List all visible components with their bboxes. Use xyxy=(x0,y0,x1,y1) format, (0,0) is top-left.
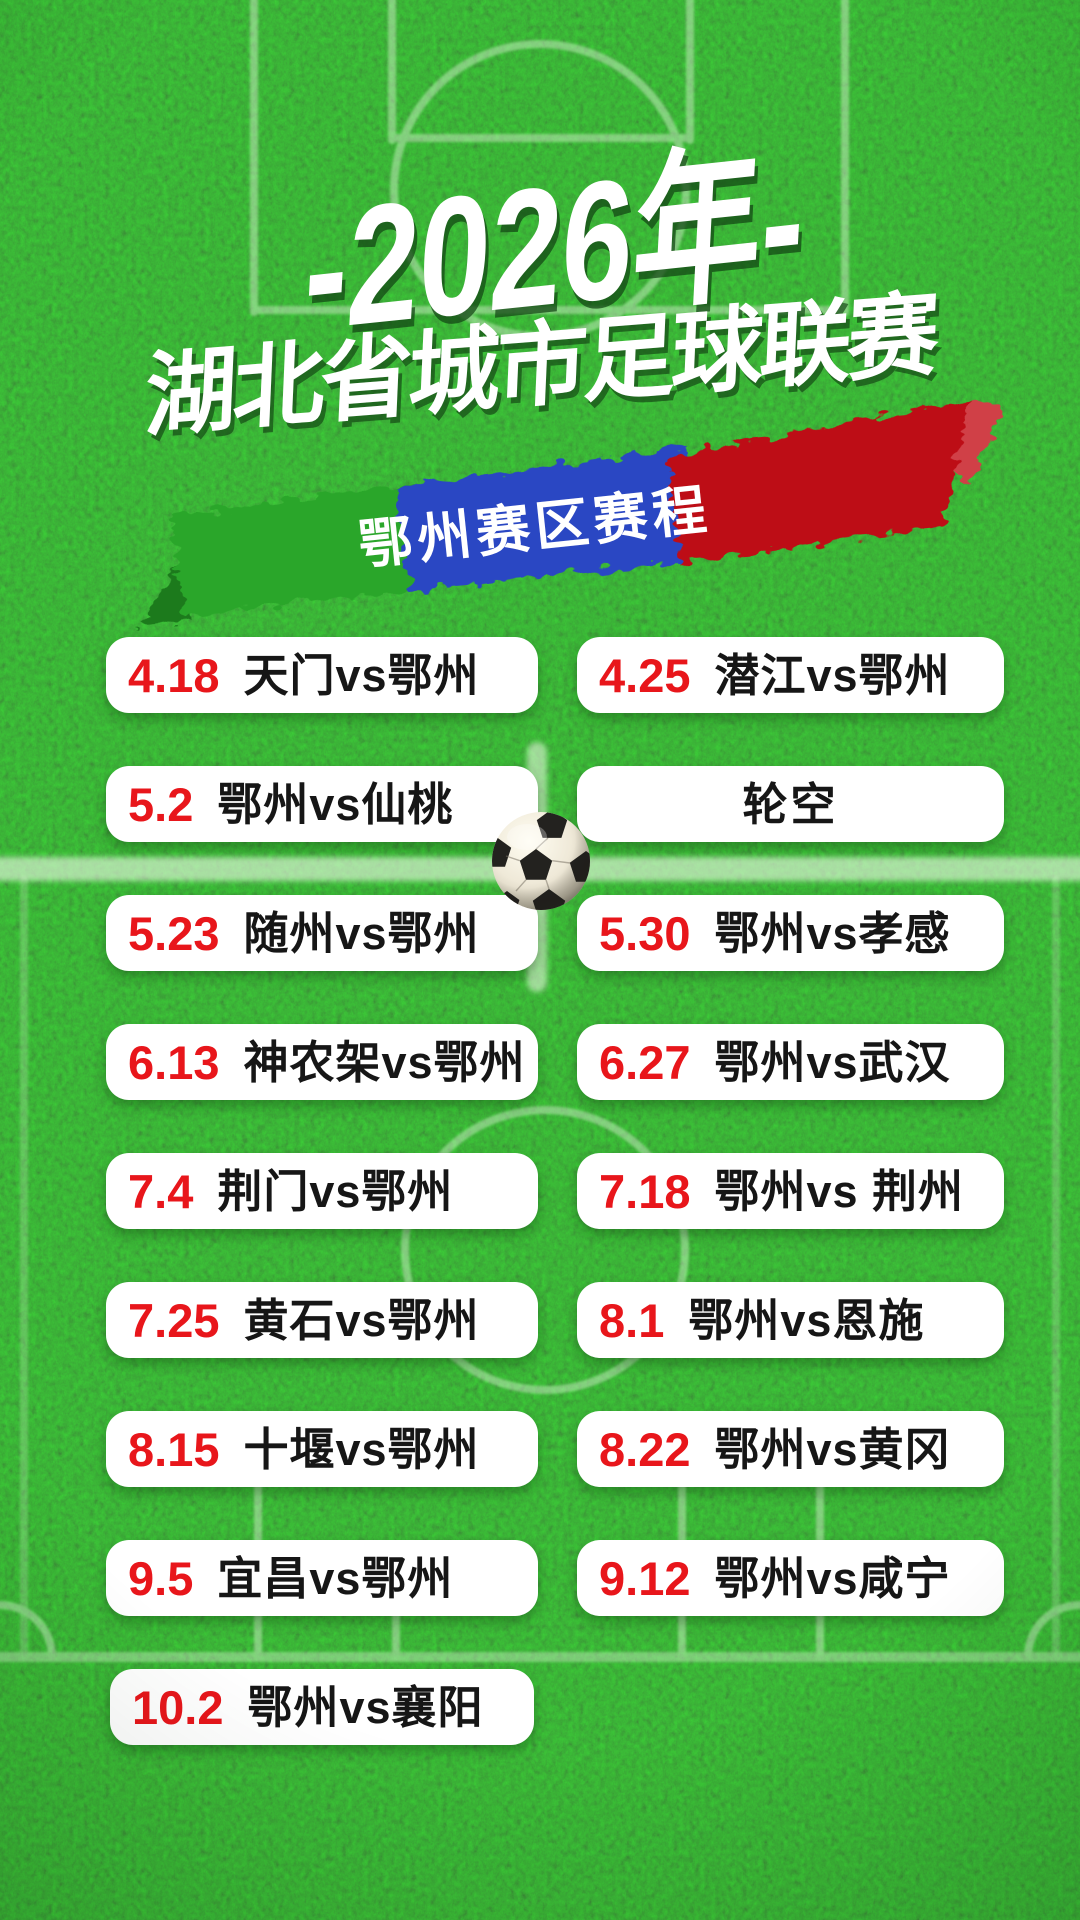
match-date: 5.30 xyxy=(599,906,691,960)
match-card: 8.1 鄂州vs恩施 xyxy=(577,1282,1004,1358)
match-card: 6.13 神农架vs鄂州 xyxy=(106,1024,538,1100)
match-card: 7.4 荆门vs鄂州 xyxy=(106,1153,538,1229)
match-teams: 荆门vs鄂州 xyxy=(217,1165,454,1217)
match-teams: 十堰vs鄂州 xyxy=(243,1423,480,1475)
match-date: 8.22 xyxy=(599,1422,691,1476)
match-card: 8.15 十堰vs鄂州 xyxy=(106,1411,538,1487)
match-card: 7.18 鄂州vs 荆州 xyxy=(577,1153,1004,1229)
match-date: 4.25 xyxy=(599,648,691,702)
match-card: 9.12 鄂州vs咸宁 xyxy=(577,1540,1004,1616)
match-date: 9.12 xyxy=(599,1551,691,1605)
match-teams: 天门vs鄂州 xyxy=(243,649,480,701)
match-date: 7.25 xyxy=(128,1293,220,1347)
match-card: 9.5 宜昌vs鄂州 xyxy=(106,1540,538,1616)
match-date: 9.5 xyxy=(128,1551,194,1605)
match-teams: 鄂州vs孝感 xyxy=(714,907,951,959)
match-teams: 鄂州vs 荆州 xyxy=(714,1165,965,1217)
match-date: 6.13 xyxy=(128,1035,220,1089)
soccer-ball-icon xyxy=(492,812,590,910)
match-card: 5.23 随州vs鄂州 xyxy=(106,895,538,971)
match-teams: 鄂州vs襄阳 xyxy=(247,1681,484,1733)
match-teams: 宜昌vs鄂州 xyxy=(217,1552,454,1604)
match-date: 8.15 xyxy=(128,1422,220,1476)
match-date: 7.4 xyxy=(128,1164,194,1218)
match-teams: 鄂州vs咸宁 xyxy=(714,1552,951,1604)
match-date: 4.18 xyxy=(128,648,220,702)
match-teams: 黄石vs鄂州 xyxy=(243,1294,480,1346)
match-teams: 鄂州vs仙桃 xyxy=(217,778,454,830)
match-card: 7.25 黄石vs鄂州 xyxy=(106,1282,538,1358)
match-teams: 鄂州vs恩施 xyxy=(688,1294,925,1346)
match-card: 5.2 鄂州vs仙桃 xyxy=(106,766,538,842)
match-date: 5.23 xyxy=(128,906,220,960)
match-card: 8.22 鄂州vs黄冈 xyxy=(577,1411,1004,1487)
match-date: 8.1 xyxy=(599,1293,665,1347)
match-card: 4.18 天门vs鄂州 xyxy=(106,637,538,713)
match-date: 7.18 xyxy=(599,1164,691,1218)
match-card: 4.25 潜江vs鄂州 xyxy=(577,637,1004,713)
match-date: 6.27 xyxy=(599,1035,691,1089)
match-card: 10.2 鄂州vs襄阳 xyxy=(110,1669,534,1745)
match-date: 5.2 xyxy=(128,777,194,831)
match-teams: 随州vs鄂州 xyxy=(243,907,480,959)
match-teams: 神农架vs鄂州 xyxy=(243,1036,526,1088)
match-teams: 潜江vs鄂州 xyxy=(714,649,951,701)
bye-label: 轮空 xyxy=(742,778,839,830)
match-date: 10.2 xyxy=(132,1680,224,1734)
match-teams: 鄂州vs黄冈 xyxy=(714,1423,951,1475)
match-card: 5.30 鄂州vs孝感 xyxy=(577,895,1004,971)
match-card: 6.27 鄂州vs武汉 xyxy=(577,1024,1004,1100)
ribbon-graphic xyxy=(139,398,1005,626)
match-teams: 鄂州vs武汉 xyxy=(714,1036,951,1088)
bye-card: 轮空 xyxy=(577,766,1004,842)
